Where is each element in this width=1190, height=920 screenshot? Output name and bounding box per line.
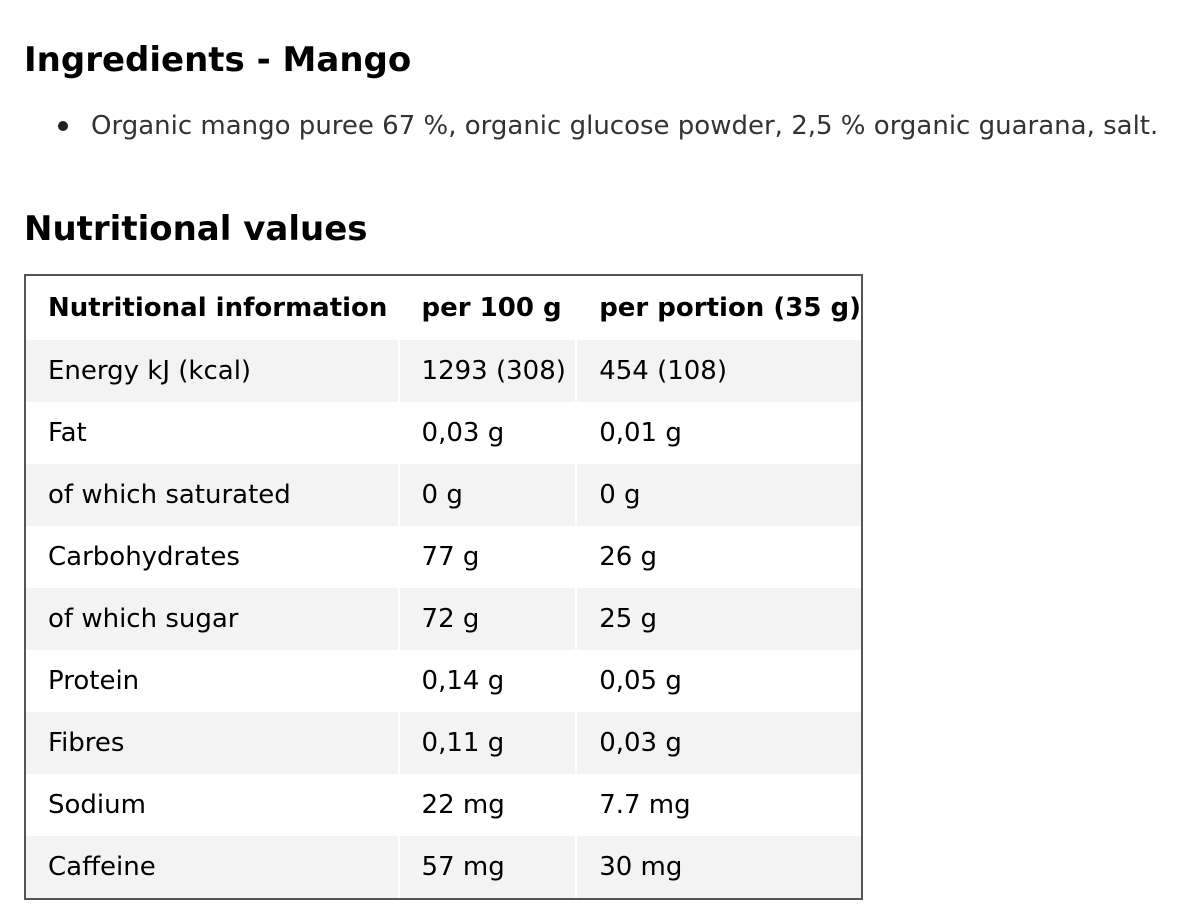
value-per-100g: 1293 (308) — [399, 340, 578, 402]
table-row: Caffeine 57 mg 30 mg — [26, 836, 861, 898]
value-per-100g: 57 mg — [399, 836, 578, 898]
table-row: Protein 0,14 g 0,05 g — [26, 650, 861, 712]
nutrient-name: Fibres — [26, 712, 400, 774]
nutrient-name: Sodium — [26, 774, 400, 836]
nutrient-name: Fat — [26, 402, 400, 464]
column-header-per-portion: per portion (35 g) — [577, 276, 861, 340]
value-per-portion: 26 g — [577, 526, 861, 588]
nutrition-table: Nutritional information per 100 g per po… — [24, 274, 863, 900]
nutrient-name: Energy kJ (kcal) — [26, 340, 400, 402]
ingredients-heading: Ingredients - Mango — [24, 40, 412, 80]
table-row: Fat 0,03 g 0,01 g — [26, 402, 861, 464]
table-row: Sodium 22 mg 7.7 mg — [26, 774, 861, 836]
value-per-100g: 22 mg — [399, 774, 578, 836]
value-per-100g: 0 g — [399, 464, 578, 526]
ingredients-text: Organic mango puree 67 %, organic glucos… — [91, 111, 1159, 141]
table-row: Fibres 0,11 g 0,03 g — [26, 712, 861, 774]
value-per-portion: 0,03 g — [577, 712, 861, 774]
value-per-portion: 25 g — [577, 588, 861, 650]
column-header-nutrient: Nutritional information — [26, 276, 400, 340]
nutrient-name: Carbohydrates — [26, 526, 400, 588]
table-header-row: Nutritional information per 100 g per po… — [26, 276, 861, 340]
nutrient-name: Caffeine — [26, 836, 400, 898]
value-per-portion: 0,01 g — [577, 402, 861, 464]
bullet-icon — [58, 121, 68, 131]
column-header-per-100g: per 100 g — [399, 276, 578, 340]
nutrient-name: of which saturated — [26, 464, 400, 526]
table-row: Energy kJ (kcal) 1293 (308) 454 (108) — [26, 340, 861, 402]
ingredients-list: Organic mango puree 67 %, organic glucos… — [24, 108, 1158, 144]
value-per-portion: 454 (108) — [577, 340, 861, 402]
nutrient-name: Protein — [26, 650, 400, 712]
table-row: Carbohydrates 77 g 26 g — [26, 526, 861, 588]
ingredients-list-item: Organic mango puree 67 %, organic glucos… — [24, 108, 1158, 144]
nutrition-heading: Nutritional values — [24, 209, 368, 249]
table-row: of which sugar 72 g 25 g — [26, 588, 861, 650]
value-per-100g: 0,11 g — [399, 712, 578, 774]
table-row: of which saturated 0 g 0 g — [26, 464, 861, 526]
value-per-portion: 7.7 mg — [577, 774, 861, 836]
value-per-100g: 0,14 g — [399, 650, 578, 712]
value-per-portion: 0 g — [577, 464, 861, 526]
value-per-100g: 77 g — [399, 526, 578, 588]
nutrient-name: of which sugar — [26, 588, 400, 650]
value-per-100g: 72 g — [399, 588, 578, 650]
value-per-portion: 30 mg — [577, 836, 861, 898]
value-per-100g: 0,03 g — [399, 402, 578, 464]
value-per-portion: 0,05 g — [577, 650, 861, 712]
